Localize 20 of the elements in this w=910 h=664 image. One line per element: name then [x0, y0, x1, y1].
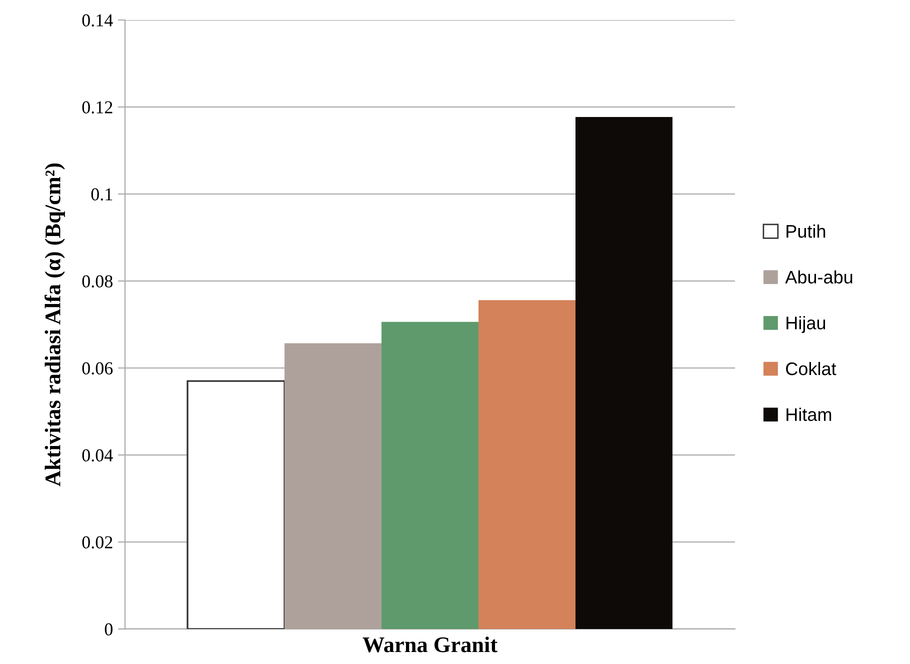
- y-tick-label: 0.04: [82, 449, 113, 462]
- bar: [382, 322, 478, 629]
- bar: [478, 300, 576, 629]
- y-axis-title: Aktivitas radiasi Alfa (α) (Bq/cm²): [44, 163, 65, 486]
- y-tick-label: 0.12: [82, 101, 112, 114]
- y-tick-label: 0.06: [82, 362, 113, 375]
- legend-label: Putih: [786, 224, 826, 238]
- y-tick-label: 0.08: [82, 275, 113, 288]
- bar: [575, 117, 672, 629]
- bar: [284, 343, 382, 629]
- legend-label: Abu-abu: [785, 270, 852, 284]
- legend-label: Hijau: [786, 316, 826, 333]
- y-tick-label: 0.14: [82, 14, 113, 27]
- x-axis-title: Warna Granit: [362, 636, 498, 652]
- bar: [186, 380, 286, 629]
- y-tick-label: 0.1: [91, 188, 112, 201]
- legend-label: Coklat: [786, 362, 836, 376]
- legend-label: Hitam: [786, 408, 832, 422]
- y-tick-label: 0: [104, 623, 113, 636]
- y-tick-label: 0.02: [82, 536, 112, 549]
